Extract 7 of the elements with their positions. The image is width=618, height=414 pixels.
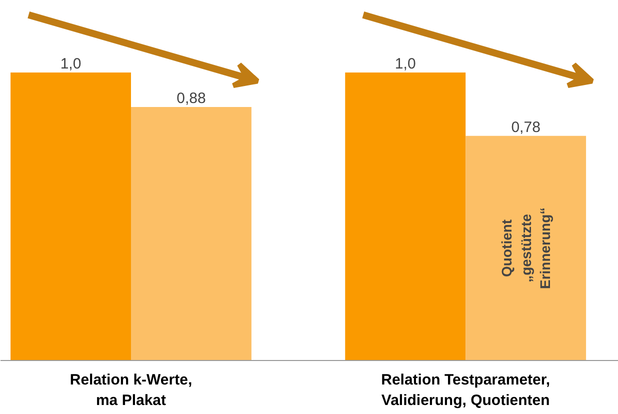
data-label: 1,0 xyxy=(394,56,416,72)
data-label: 0,78 xyxy=(511,118,540,136)
x-tick-label: Relation k-Werte, ma Plakat xyxy=(70,372,192,409)
data-label: 1,0 xyxy=(60,56,82,72)
data-label: 0,88 xyxy=(176,90,206,108)
annotation: Quotient „gestützte Erinnerung“ xyxy=(498,207,554,290)
x-tick-label: Relation Testparameter, Validierung, Quotienten xyxy=(381,372,550,409)
